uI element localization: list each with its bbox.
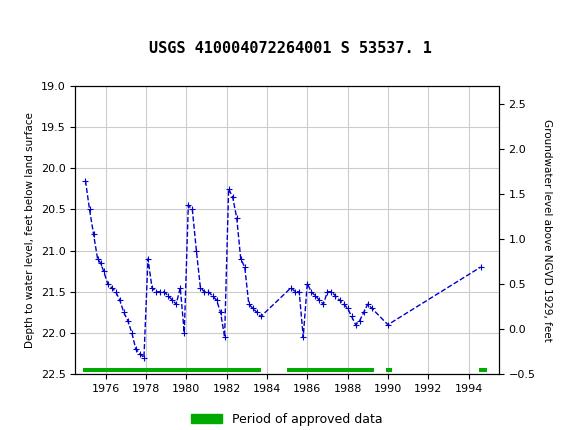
Legend: Period of approved data: Period of approved data (186, 408, 388, 430)
Bar (386, 368, 392, 372)
Text: USGS 410004072264001 S 53537. 1: USGS 410004072264001 S 53537. 1 (148, 41, 432, 56)
Bar (84, 368, 261, 372)
Bar (287, 368, 374, 372)
Bar (478, 368, 487, 372)
Y-axis label: Depth to water level, feet below land surface: Depth to water level, feet below land su… (26, 112, 35, 348)
Y-axis label: Groundwater level above NGVD 1929, feet: Groundwater level above NGVD 1929, feet (542, 119, 552, 341)
Text: ▒USGS: ▒USGS (6, 15, 64, 37)
